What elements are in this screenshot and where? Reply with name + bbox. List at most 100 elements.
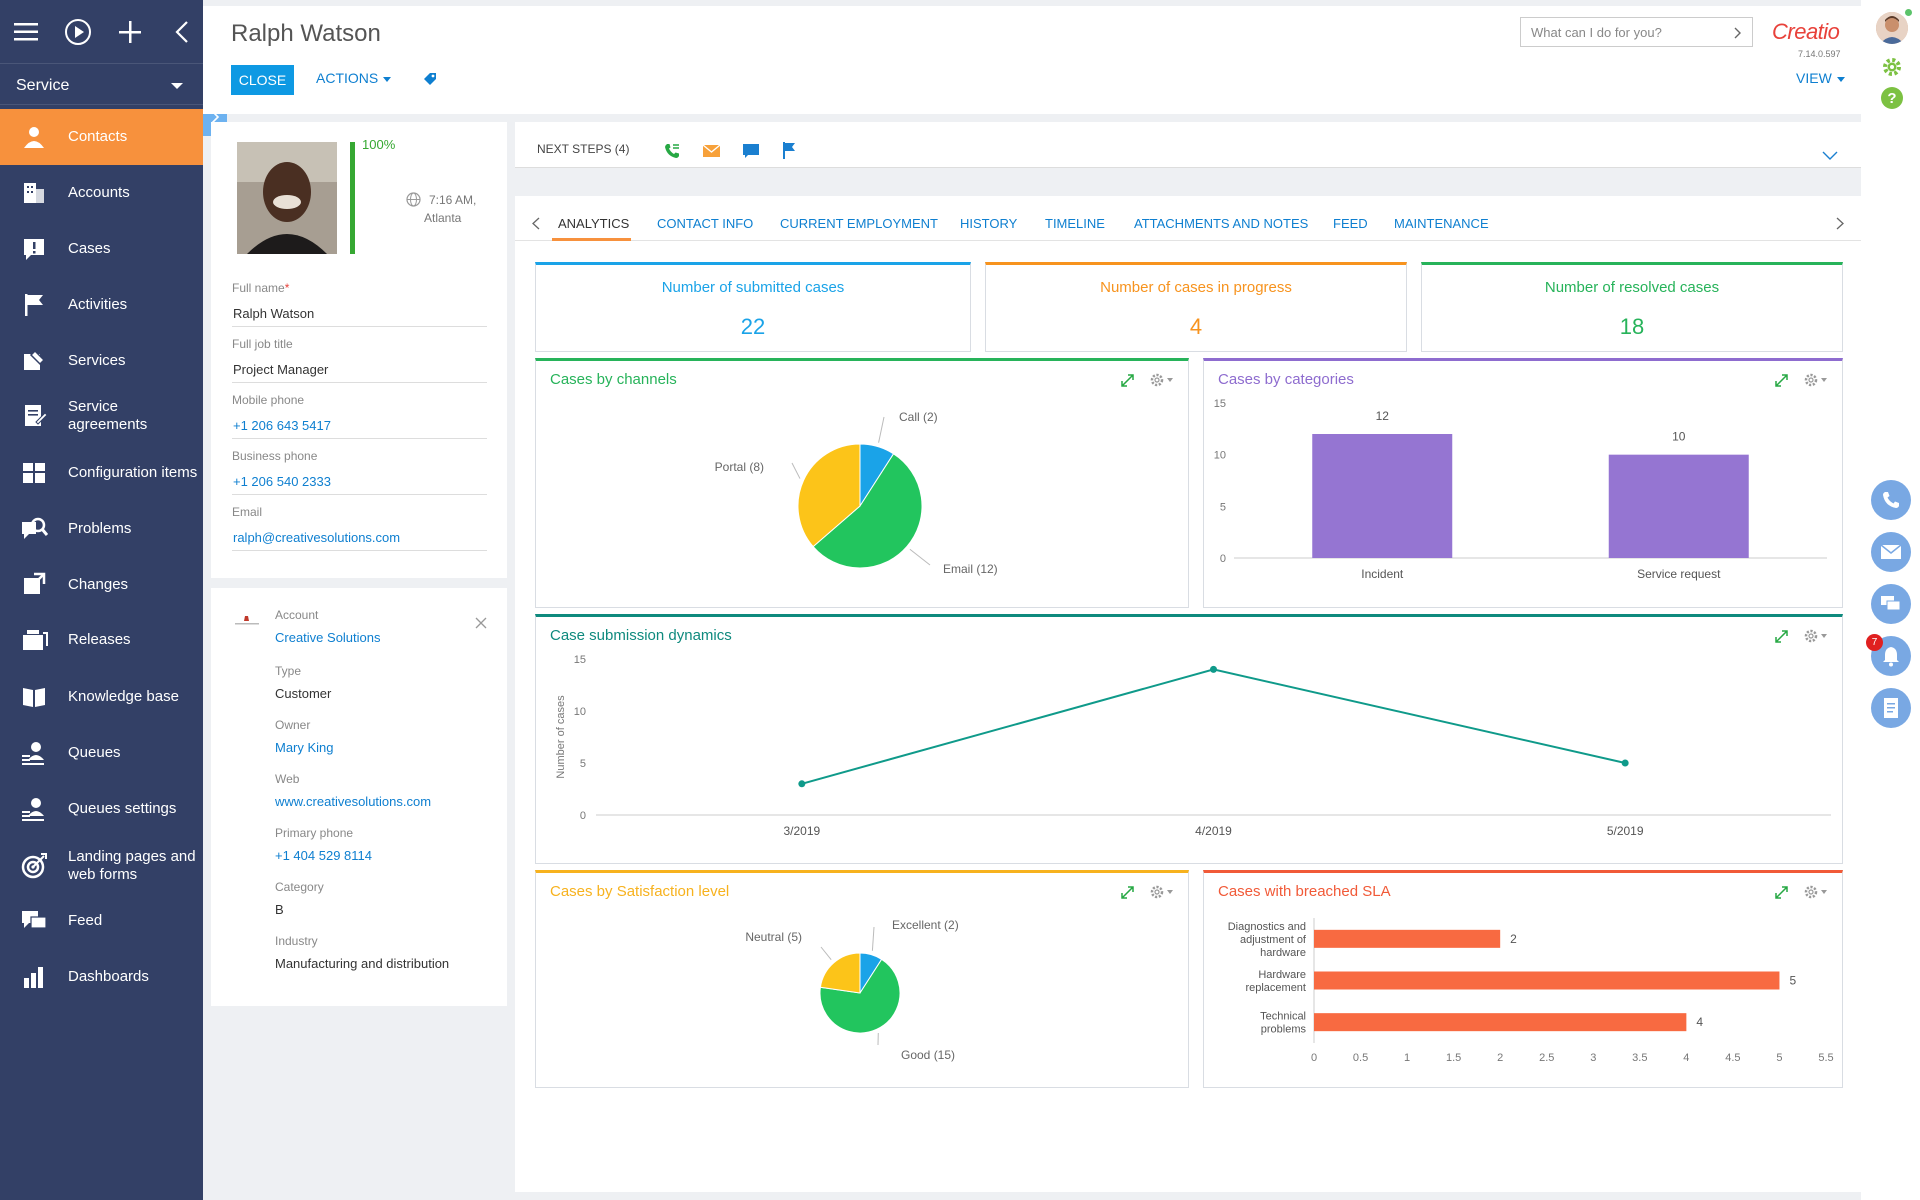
search-input[interactable]: What can I do for you? (1520, 17, 1753, 47)
tab-maintenance[interactable]: MAINTENANCE (1394, 216, 1489, 231)
pie-slice[interactable] (797, 443, 861, 548)
sidebar-item-queues[interactable]: Queues (0, 725, 203, 781)
next-steps-label[interactable]: NEXT STEPS (4) (537, 142, 630, 156)
mobile-phone-link[interactable]: +1 206 643 5417 (233, 418, 331, 433)
account-card (211, 588, 507, 1006)
menu-icon[interactable] (10, 16, 42, 48)
settings-icon[interactable] (1804, 373, 1828, 390)
tab-history[interactable]: HISTORY (960, 216, 1018, 231)
expand-icon[interactable] (1775, 885, 1788, 902)
activities-icon (20, 291, 48, 319)
sidebar-item-configuration-items[interactable]: Configuration items (0, 445, 203, 501)
bar[interactable] (1314, 929, 1501, 948)
kpi-value[interactable]: 4 (1189, 314, 1203, 339)
full-name-field[interactable]: Ralph Watson (233, 306, 315, 321)
sidebar-item-label: Accounts (68, 184, 130, 202)
widget-tools (1121, 373, 1174, 390)
bar[interactable] (1608, 454, 1749, 558)
pie-slice[interactable] (819, 958, 901, 1034)
y-tick-label: 0 (1220, 553, 1226, 565)
play-icon[interactable] (62, 16, 94, 48)
sidebar-item-problems[interactable]: Problems (0, 501, 203, 557)
kpi-value[interactable]: 18 (1619, 314, 1645, 339)
widget-cases-with-breached-sla: Cases with breached SLA 0 0.5 1 1.5 2 2.5 3 3.5 4… (1203, 870, 1843, 1088)
bar[interactable] (1314, 1013, 1687, 1032)
tab-feed[interactable]: FEED (1333, 216, 1368, 231)
actions-button[interactable]: ACTIONS (316, 70, 392, 86)
business-phone-link[interactable]: +1 206 540 2333 (233, 474, 331, 489)
email-link[interactable]: ralph@creativesolutions.com (233, 530, 401, 545)
completeness-track (350, 142, 355, 254)
bar[interactable] (1312, 434, 1453, 558)
help-icon[interactable]: ? (1881, 87, 1903, 109)
sidebar-item-knowledge-base[interactable]: Knowledge base (0, 669, 203, 725)
sidebar-item-services[interactable]: Services (0, 333, 203, 389)
divider (232, 326, 487, 327)
contacts-icon (20, 123, 48, 151)
view-button[interactable]: VIEW (1796, 70, 1845, 86)
chat-icon (1881, 596, 1901, 611)
tab-current-employment[interactable]: CURRENT EMPLOYMENT (780, 216, 938, 231)
sidebar-item-releases[interactable]: Releases (0, 612, 203, 668)
phone-panel-button[interactable] (1871, 480, 1911, 520)
pie-slice[interactable] (819, 952, 861, 994)
job-title-field[interactable]: Project Manager (233, 362, 329, 377)
user-avatar[interactable] (1876, 12, 1908, 44)
sidebar-item-accounts[interactable]: Accounts (0, 165, 203, 221)
flag-icon[interactable] (782, 142, 796, 162)
expand-icon[interactable] (1121, 373, 1134, 390)
email-icon[interactable] (702, 144, 721, 160)
email-panel-button[interactable] (1871, 532, 1911, 572)
chevron-down-icon[interactable] (1822, 149, 1838, 164)
tabs-prev-icon[interactable] (532, 217, 540, 233)
sidebar-item-changes[interactable]: Changes (0, 557, 203, 613)
tab-analytics[interactable]: ANALYTICS (558, 216, 630, 231)
owner-link[interactable]: Mary King (275, 740, 334, 755)
sidebar-item-activities[interactable]: Activities (0, 277, 203, 333)
pie-slice-label: Good (15) (901, 1048, 955, 1062)
sidebar-item-contacts[interactable]: Contacts (0, 109, 203, 166)
account-link[interactable]: Creative Solutions (275, 630, 381, 645)
sidebar-item-landing-pages-and-web-forms[interactable]: Landing pages and web forms (0, 838, 203, 894)
expand-icon[interactable] (1121, 885, 1134, 902)
settings-icon[interactable] (1150, 885, 1174, 902)
sidebar-item-feed[interactable]: Feed (0, 893, 203, 949)
back-icon[interactable] (166, 16, 198, 48)
chat-panel-button[interactable] (1871, 584, 1911, 624)
tab-timeline[interactable]: TIMELINE (1045, 216, 1105, 231)
completeness-value: 100% (362, 137, 396, 152)
expand-icon[interactable] (1775, 629, 1788, 646)
tab-attachments-and-notes[interactable]: ATTACHMENTS AND NOTES (1134, 216, 1309, 231)
pie-slice[interactable] (812, 453, 923, 569)
contact-photo[interactable] (237, 142, 337, 254)
message-icon[interactable] (743, 144, 759, 162)
tag-icon[interactable] (422, 71, 438, 90)
expand-icon[interactable] (1775, 373, 1788, 390)
sidebar-item-cases[interactable]: Cases (0, 221, 203, 277)
sidebar-item-service-agreements[interactable]: Service agreements (0, 388, 203, 444)
tab-contact-info[interactable]: CONTACT INFO (657, 216, 754, 231)
process-panel-button[interactable] (1871, 688, 1911, 728)
primary-phone-link[interactable]: +1 404 529 8114 (275, 848, 372, 863)
bar[interactable] (1314, 971, 1780, 990)
tabs-next-icon[interactable] (1836, 217, 1844, 233)
kpi-title: Number of submitted cases (661, 279, 845, 296)
close-button[interactable]: CLOSE (231, 65, 294, 95)
data-point[interactable] (798, 780, 806, 788)
sidebar-item-dashboards[interactable]: Dashboards (0, 949, 203, 1005)
close-icon[interactable] (475, 617, 487, 632)
plus-icon[interactable] (114, 16, 146, 48)
settings-icon[interactable] (1804, 885, 1828, 902)
web-link[interactable]: www.creativesolutions.com (275, 794, 432, 809)
workspace-selector[interactable]: Service (0, 63, 203, 105)
gear-icon[interactable] (1881, 56, 1903, 81)
kpi-value[interactable]: 22 (740, 314, 766, 339)
data-point[interactable] (1210, 665, 1217, 673)
call-icon[interactable] (664, 143, 681, 163)
settings-icon[interactable] (1804, 629, 1828, 646)
sidebar-item-queues-settings[interactable]: Queues settings (0, 781, 203, 837)
x-tick-label: 4/2019 (1195, 824, 1232, 838)
chevron-right-icon (1734, 27, 1741, 39)
settings-icon[interactable] (1150, 373, 1174, 390)
data-point[interactable] (1621, 759, 1629, 767)
